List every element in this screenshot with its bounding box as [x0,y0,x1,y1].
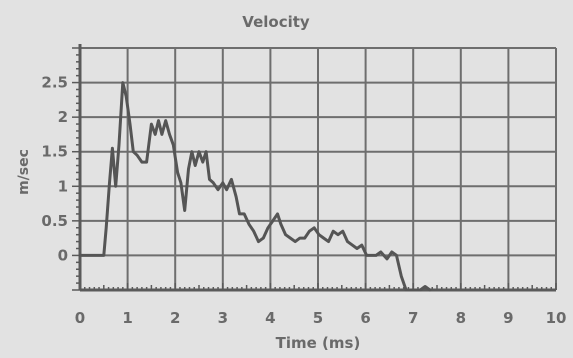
y-tick-label-4: 2 [58,108,68,126]
x-tick-label-7: 7 [408,309,418,327]
chart-title: Velocity [242,13,310,31]
x-tick-label-0: 0 [75,309,85,327]
series-layer [78,81,432,292]
axes [72,44,557,292]
y-tick-label-1: 0.5 [41,212,68,230]
x-tick-label-9: 9 [503,309,513,327]
y-axis-label: m/sec [16,149,32,195]
y-tick-label-2: 1 [58,177,68,195]
x-tick-label-5: 5 [313,309,323,327]
x-tick-label-2: 2 [170,309,180,327]
y-tick-label-3: 1.5 [41,143,68,161]
x-tick-label-4: 4 [265,309,275,327]
x-tick-label-8: 8 [456,309,466,327]
x-tick-label-1: 1 [122,309,132,327]
x-tick-label-10: 10 [546,309,567,327]
x-axis-label: Time (ms) [276,334,361,352]
x-tick-label-3: 3 [218,309,228,327]
x-tick-label-6: 6 [360,309,370,327]
y-tick-label-5: 2.5 [41,74,68,92]
grid [80,47,557,290]
tick-labels: 0 1 2 3 4 5 6 7 8 9 10 0 0.5 1 1.5 2 2.5 [41,74,566,327]
series-line-0 [78,81,432,292]
y-tick-label-0: 0 [58,246,68,264]
